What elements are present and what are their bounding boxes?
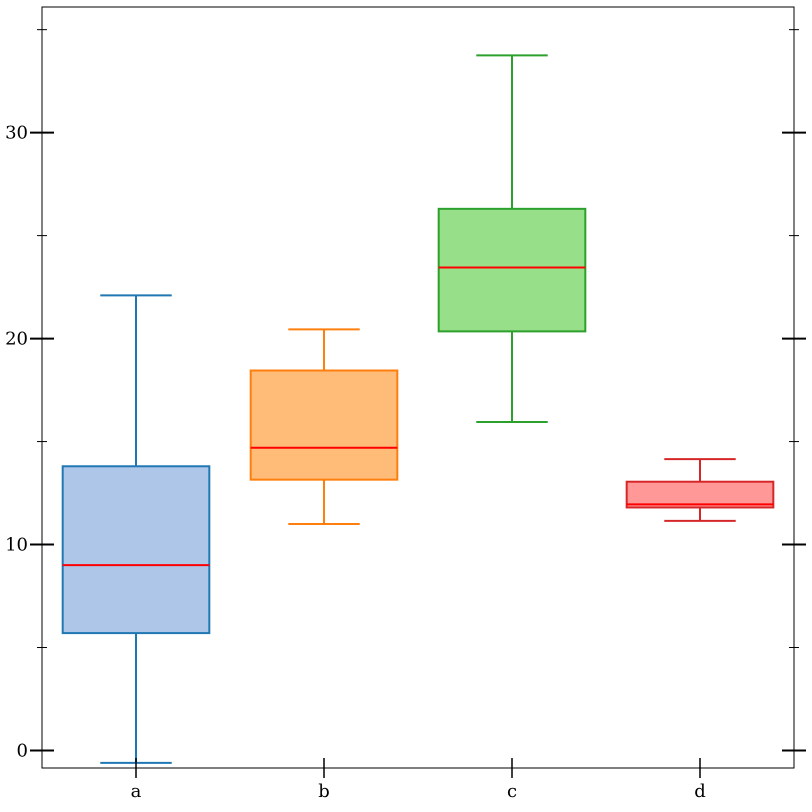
box-b <box>249 328 399 525</box>
x-tick-label: c <box>507 781 517 802</box>
ticks-layer: 0 10 20 30 a b c d <box>5 29 806 802</box>
box-body <box>249 369 399 481</box>
plot-frame <box>41 6 795 769</box>
y-tick-label: 20 <box>5 329 28 350</box>
box-a <box>61 294 211 764</box>
y-tick-label: 10 <box>5 535 28 556</box>
y-tick-label: 30 <box>5 123 28 144</box>
box-d <box>625 458 775 522</box>
box-body <box>437 207 587 333</box>
box-body <box>625 480 775 509</box>
box-c <box>437 54 587 423</box>
boxes-layer <box>61 54 775 764</box>
box-body <box>61 465 211 635</box>
x-tick-label: d <box>694 781 706 802</box>
y-tick-label: 0 <box>17 740 28 761</box>
x-tick-label: a <box>131 781 142 802</box>
x-tick-label: b <box>318 781 330 802</box>
